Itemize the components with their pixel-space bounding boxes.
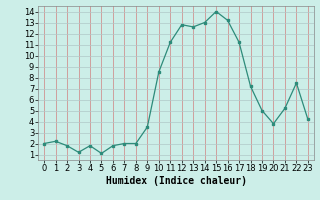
X-axis label: Humidex (Indice chaleur): Humidex (Indice chaleur) xyxy=(106,176,246,186)
